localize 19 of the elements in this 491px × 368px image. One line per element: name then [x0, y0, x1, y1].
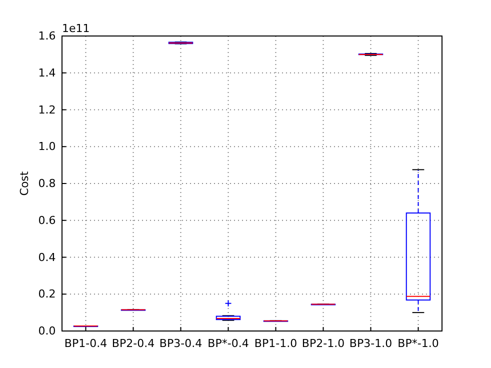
x-tick-label: BP2-1.0 — [302, 337, 345, 350]
y-axis-title: Cost — [18, 170, 31, 196]
x-tick-label: BP3-1.0 — [349, 337, 392, 350]
y-tick-label: 0.2 — [38, 288, 56, 301]
y-tick-label: 1.6 — [38, 30, 56, 43]
y-tick-label: 0.4 — [38, 250, 56, 264]
y-tick-label: 0.0 — [38, 324, 56, 338]
x-tick-label: BP1-0.4 — [64, 337, 108, 350]
x-tick-label: BP*-1.0 — [398, 337, 439, 350]
x-tick-label: BP1-1.0 — [254, 337, 298, 350]
x-tick-label: BP*-0.4 — [208, 337, 249, 350]
y-tick-label: 0.6 — [38, 214, 56, 227]
y-tick-label: 1.4 — [38, 66, 56, 80]
x-tick-label: BP3-0.4 — [159, 337, 202, 350]
y-tick-label: 1.0 — [38, 140, 56, 154]
x-tick-label: BP2-0.4 — [112, 337, 155, 350]
y-tick-label: 0.8 — [38, 177, 56, 190]
text: 1e11 — [62, 22, 90, 35]
y-tick-label: 1.2 — [38, 103, 56, 116]
